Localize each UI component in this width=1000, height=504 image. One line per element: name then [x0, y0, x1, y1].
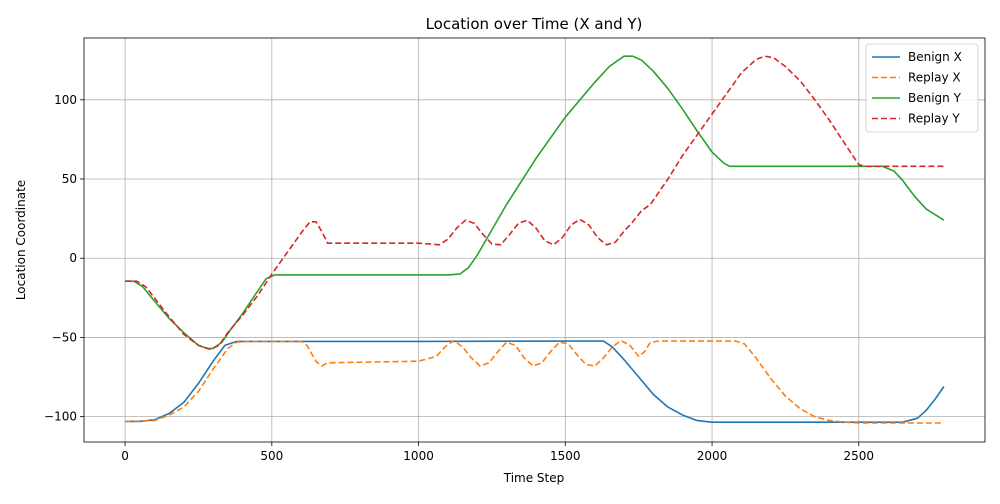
series-line-replay-y — [125, 55, 944, 351]
series-line-replay-x — [125, 339, 944, 424]
y-tick-label: −100 — [44, 410, 77, 424]
y-tick-label: 0 — [69, 251, 77, 265]
legend-label: Replay X — [908, 71, 961, 85]
series-line-benign-x — [125, 340, 945, 423]
y-axis-label: Location Coordinate — [14, 180, 28, 300]
grid-lines — [84, 38, 985, 442]
y-tick-label: −50 — [52, 330, 77, 344]
axis-ticks: 0 500 1000 1500 2000 2500 −100 −50 0 50 100 — [44, 93, 874, 463]
x-tick-label: 2000 — [697, 449, 728, 463]
chart-title: Location over Time (X and Y) — [426, 15, 643, 33]
series-lines — [125, 55, 945, 424]
x-axis-label: Time Step — [503, 471, 565, 485]
y-tick-label: 100 — [54, 93, 77, 107]
legend-label: Replay Y — [908, 112, 960, 126]
x-tick-label: 500 — [260, 449, 283, 463]
x-tick-label: 2500 — [844, 449, 875, 463]
series-line-benign-y — [125, 55, 945, 350]
legend: Benign X Replay X Benign Y Replay Y — [865, 43, 979, 133]
plot-frame — [83, 37, 986, 443]
legend-label: Benign X — [908, 50, 962, 64]
legend-label: Benign Y — [908, 91, 962, 105]
x-tick-label: 1000 — [403, 449, 434, 463]
x-tick-label: 1500 — [550, 449, 581, 463]
y-tick-label: 50 — [62, 172, 77, 186]
legend-box — [865, 43, 979, 133]
x-tick-label: 0 — [121, 449, 129, 463]
